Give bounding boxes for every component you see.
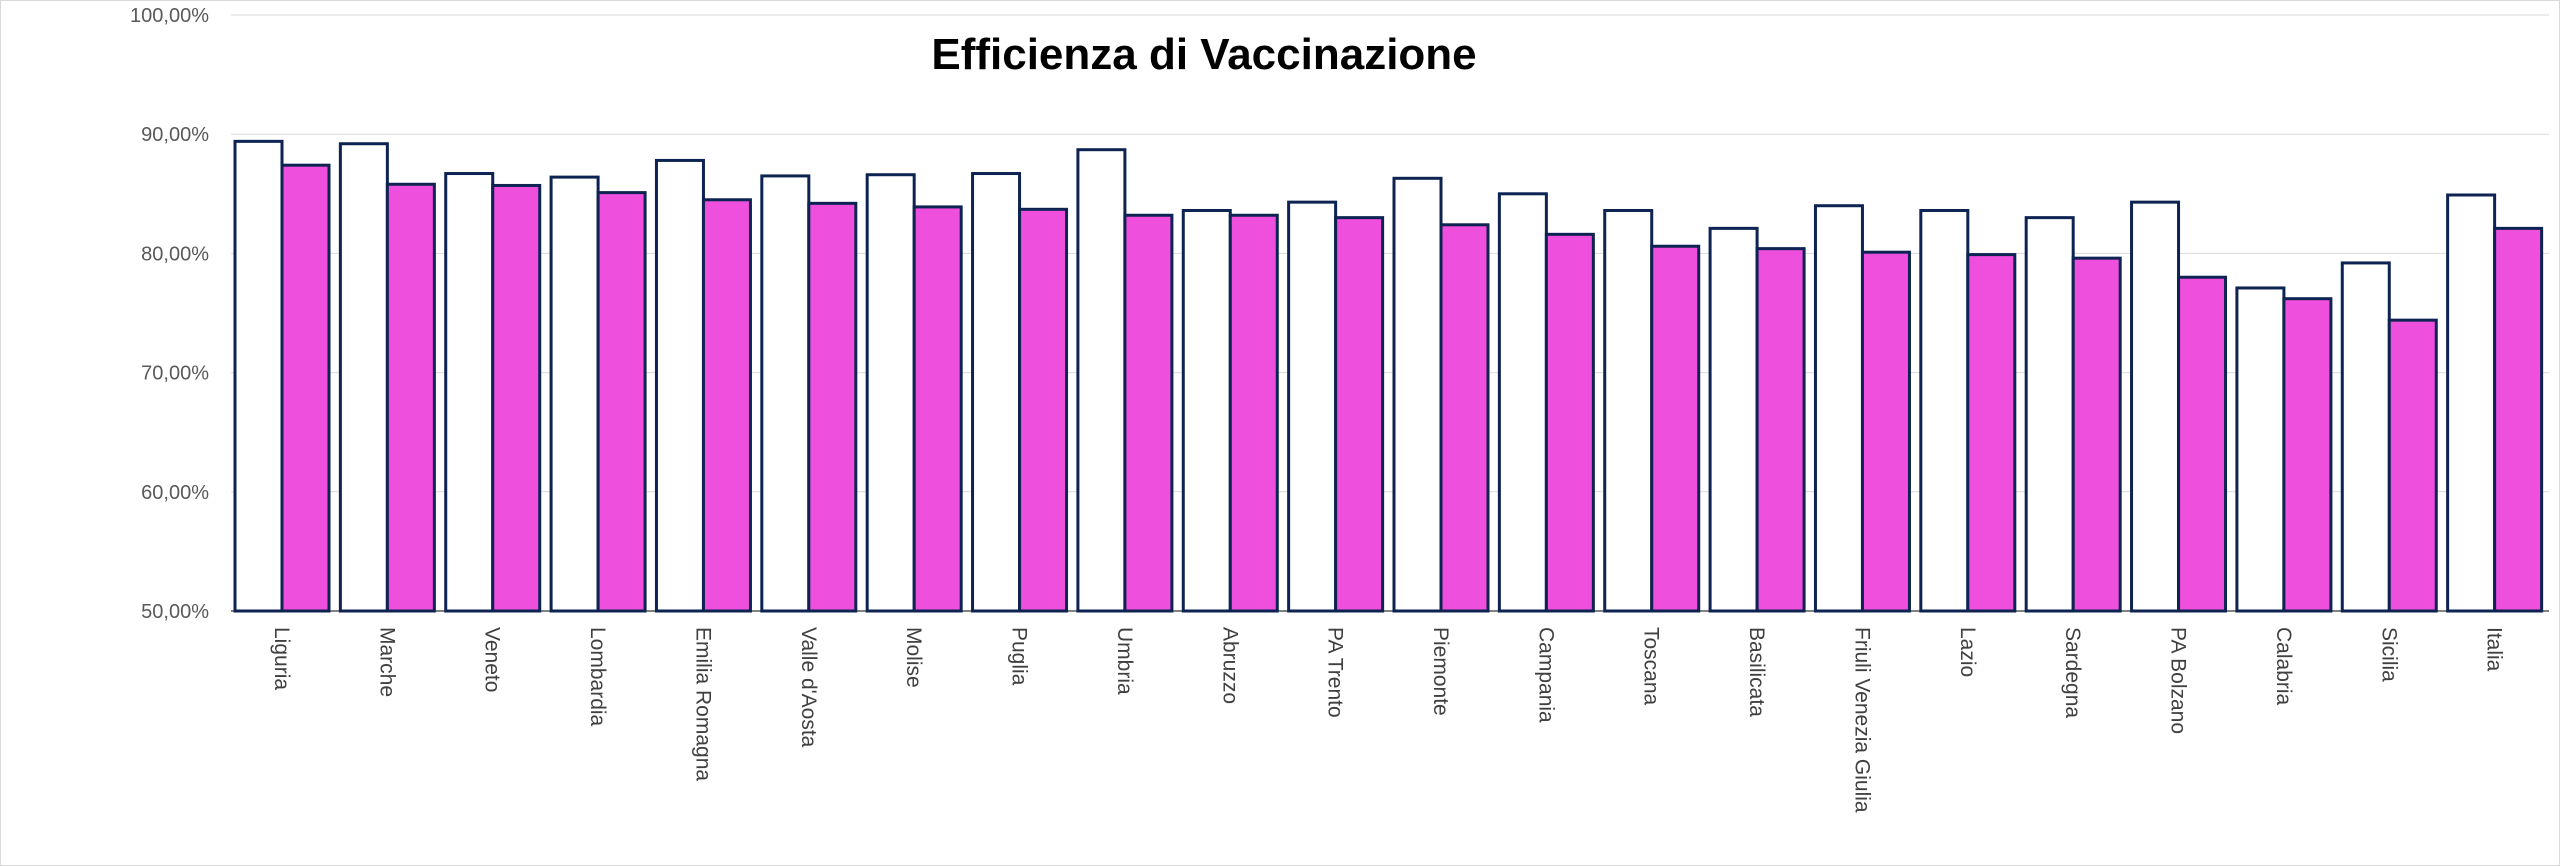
bar-series-2 (2282, 297, 2333, 613)
bar-series-1 (760, 174, 811, 613)
bar-series-2 (2387, 318, 2438, 613)
x-tick-label: Friuli Venezia Giulia (1850, 627, 1873, 813)
x-tick-label: Umbria (1113, 627, 1136, 695)
y-tick-label: 90,00% (141, 124, 209, 146)
bar-series-1 (971, 172, 1022, 613)
bar-series-2 (1650, 244, 1701, 613)
bar-series-1 (1603, 208, 1654, 613)
bar-series-2 (1439, 223, 1490, 613)
bar-series-2 (1018, 207, 1069, 613)
x-tick-label: Emilia Romagna (691, 627, 714, 781)
bar-series-1 (338, 142, 389, 613)
bar-series-1 (2130, 200, 2181, 613)
x-tick-label: Campania (1534, 627, 1557, 723)
bar-series-2 (2071, 256, 2122, 613)
x-tick-label: Puglia (1008, 627, 1031, 686)
bar-series-1 (2235, 286, 2286, 613)
bar-series-1 (2024, 216, 2075, 613)
bar-series-2 (385, 182, 436, 613)
x-tick-label: Toscana (1640, 627, 1663, 706)
bars (233, 139, 2544, 613)
bar-series-2 (491, 183, 542, 613)
bar-series-2 (1123, 213, 1174, 613)
x-tick-label: Veneto (481, 627, 504, 692)
bar-series-1 (233, 139, 284, 613)
x-tick-label: Marche (375, 627, 398, 697)
x-tick-label: Lazio (1956, 627, 1979, 677)
x-tick-label: Sardegna (2061, 627, 2084, 718)
x-tick-label: Liguria (270, 627, 293, 690)
bar-series-1 (1813, 204, 1864, 613)
x-tick-label: Italia (2483, 627, 2506, 672)
bar-series-2 (1228, 213, 1279, 613)
bar-series-2 (1860, 250, 1911, 613)
bar-series-1 (654, 158, 705, 613)
bar-series-1 (2340, 261, 2391, 613)
x-tick-label: PA Bolzano (2167, 627, 2190, 734)
bar-series-2 (1544, 232, 1595, 613)
bar-series-1 (1392, 176, 1443, 613)
bar-series-2 (2177, 275, 2228, 613)
bar-series-1 (1708, 226, 1759, 613)
y-tick-label: 70,00% (141, 363, 209, 385)
bar-series-2 (1755, 247, 1806, 613)
chart-title: Efficienza di Vaccinazione (931, 30, 1476, 79)
x-tick-label: Piemonte (1429, 627, 1452, 716)
x-tick-label: Lombardia (586, 627, 609, 727)
x-axis-ticks: Liguria Marche Veneto Lombardia Emilia Romag… (270, 627, 2506, 813)
x-tick-label: PA Trento (1324, 627, 1347, 718)
x-tick-label: Basilicata (1745, 627, 1768, 717)
y-axis-ticks: 50,00% 60,00% 70,00% 80,00% 90,00% 100,00% (130, 5, 209, 623)
bar-series-2 (701, 198, 752, 613)
y-tick-label: 80,00% (141, 243, 209, 265)
x-tick-label: Valle d'Aosta (797, 627, 820, 748)
bar-series-2 (2493, 226, 2544, 613)
y-tick-label: 100,00% (130, 5, 209, 27)
y-tick-label: 60,00% (141, 482, 209, 504)
bar-series-1 (2446, 193, 2497, 613)
x-tick-label: Molise (902, 627, 925, 688)
bar-series-2 (280, 163, 331, 613)
bar-series-2 (807, 201, 858, 613)
bar-series-1 (444, 172, 495, 613)
bar-series-2 (596, 191, 647, 613)
x-tick-label: Calabria (2272, 627, 2295, 706)
x-tick-label: Sicilia (2377, 627, 2400, 682)
bar-series-2 (1966, 253, 2017, 613)
bar-series-2 (912, 205, 963, 613)
bar-series-1 (1287, 200, 1338, 613)
bar-series-1 (1919, 208, 1970, 613)
x-tick-label: Abruzzo (1218, 627, 1241, 704)
y-tick-label: 50,00% (141, 601, 209, 623)
bar-series-1 (1181, 208, 1232, 613)
bar-series-1 (865, 173, 916, 613)
bar-series-1 (1497, 192, 1548, 613)
bar-series-1 (549, 175, 600, 613)
bar-series-1 (1076, 148, 1127, 613)
bar-series-2 (1334, 216, 1385, 613)
